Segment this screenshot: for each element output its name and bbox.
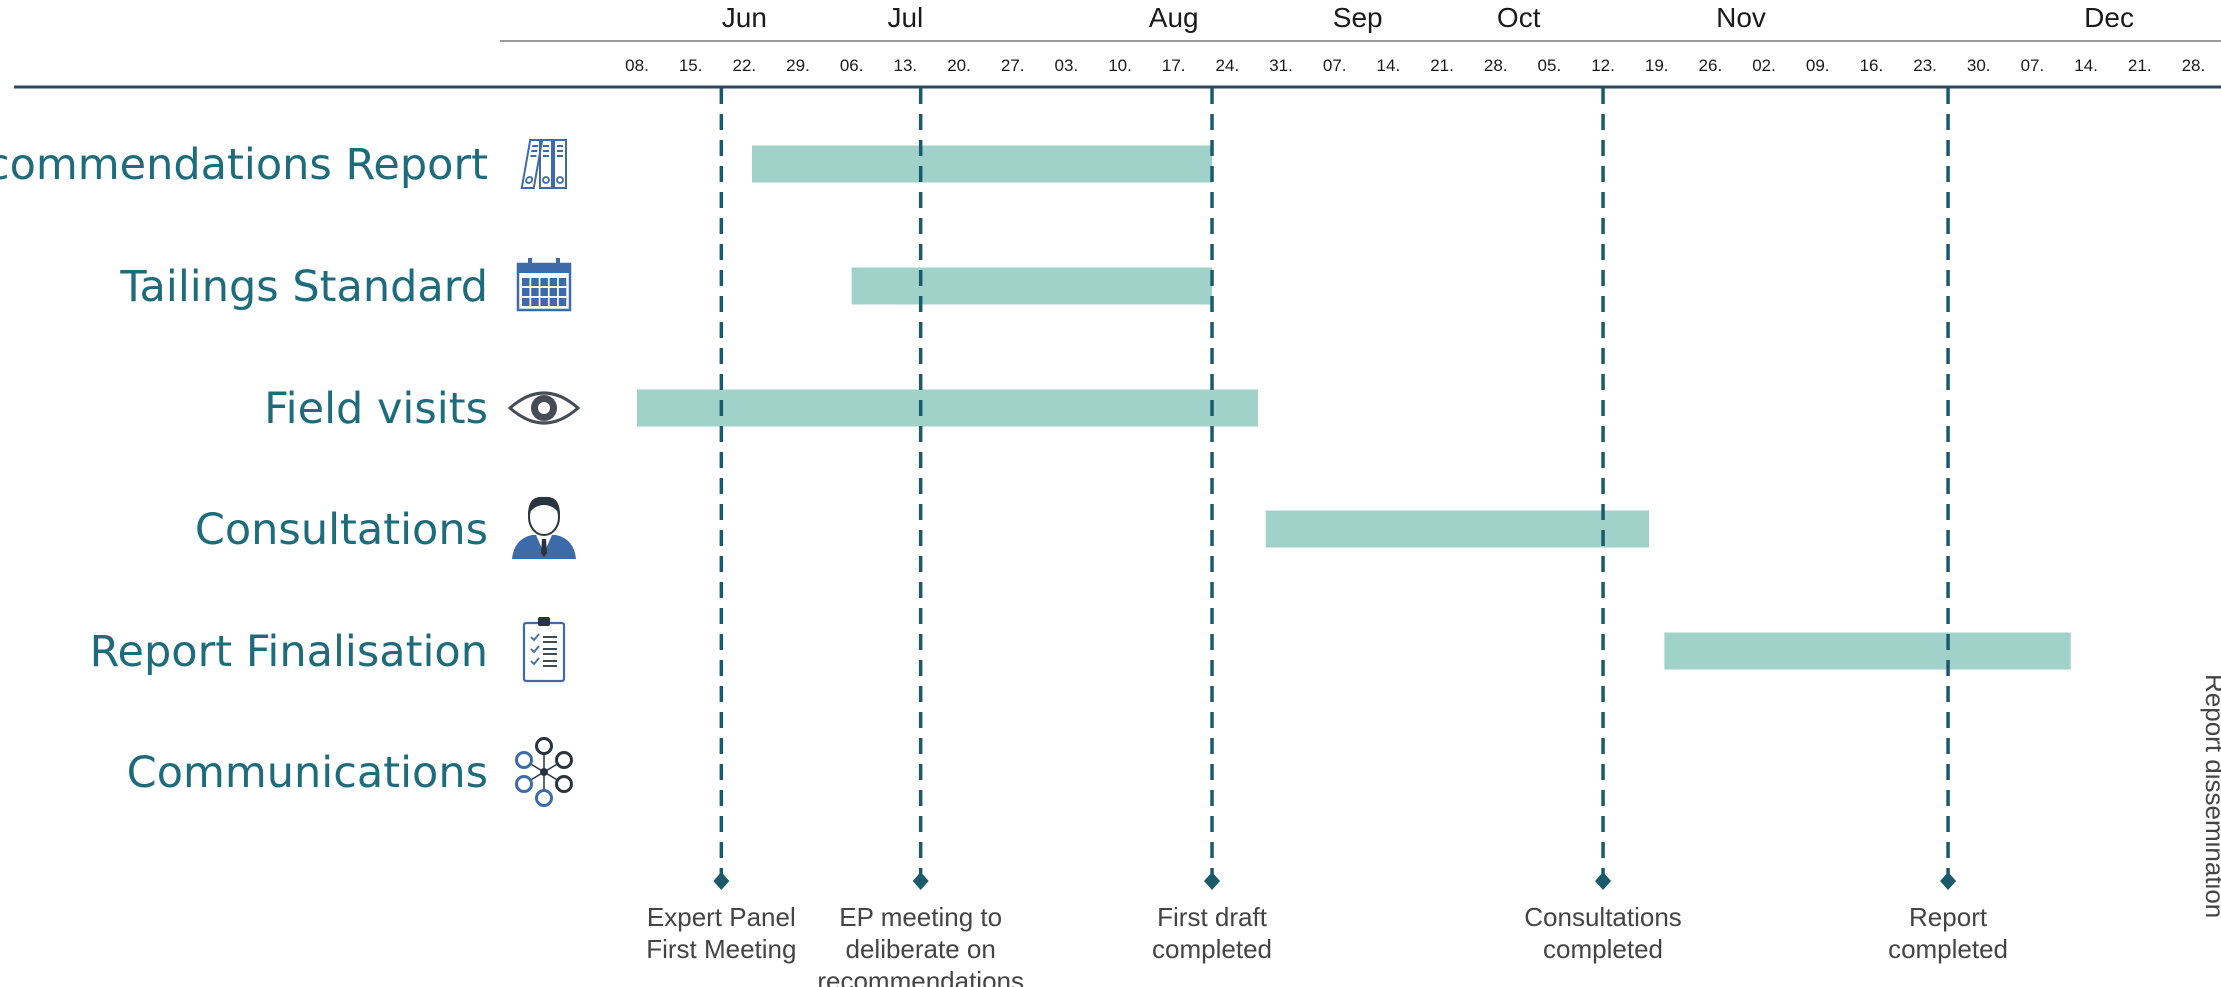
task-bar (1664, 632, 2071, 670)
milestone-label: First Meeting (646, 934, 796, 964)
task-bar (851, 267, 1213, 305)
week-tick-label: 20. (947, 56, 971, 75)
milestone-marker (1595, 872, 1612, 890)
week-tick-label: 28. (1484, 56, 1508, 75)
task-label: Recommendations Report (0, 140, 488, 190)
week-tick-label: 28. (2182, 56, 2206, 75)
week-tick-label: 10. (1108, 56, 1132, 75)
week-tick-label: 22. (733, 56, 757, 75)
milestone-label: First draft (1157, 902, 1268, 932)
week-tick-label: 30. (1967, 56, 1991, 75)
week-tick-label: 02. (1752, 56, 1776, 75)
milestone-label: deliberate on (846, 934, 996, 964)
task-bar (752, 145, 1213, 183)
clipboard-checklist-icon (522, 617, 566, 683)
milestone-marker (713, 872, 730, 890)
milestone-label: completed (1888, 934, 2008, 964)
month-label: Oct (1497, 2, 1541, 33)
week-tick-label: 07. (1323, 56, 1347, 75)
week-tick-label: 07. (2021, 56, 2045, 75)
week-tick-label: 13. (894, 56, 918, 75)
milestone-label: completed (1152, 934, 1272, 964)
week-tick-label: 26. (1699, 56, 1723, 75)
task-label: Consultations (195, 505, 488, 555)
week-tick-label: 06. (840, 56, 864, 75)
week-tick-label: 14. (1377, 56, 1401, 75)
task-label: Tailings Standard (119, 262, 488, 312)
side-label-report-dissemination: Report dissemination (2200, 674, 2221, 918)
task-label: Communications (127, 748, 488, 798)
month-label: Dec (2084, 2, 2134, 33)
week-tick-label: 31. (1269, 56, 1293, 75)
month-label: Jun (722, 2, 767, 33)
person-icon (512, 496, 576, 559)
milestone-label: Consultations (1524, 902, 1682, 932)
milestone-marker (1204, 872, 1221, 890)
milestone-marker (1940, 872, 1957, 890)
week-tick-label: 14. (2074, 56, 2098, 75)
week-tick-label: 09. (1806, 56, 1830, 75)
calendar-icon (516, 258, 572, 312)
task-bar (1265, 510, 1650, 548)
milestone-marker (912, 872, 929, 890)
week-tick-label: 24. (1216, 56, 1240, 75)
week-tick-label: 12. (1591, 56, 1615, 75)
month-label: Jul (887, 2, 923, 33)
eye-icon (507, 391, 581, 425)
month-label: Aug (1149, 2, 1199, 33)
milestone-label: Report (1909, 902, 1988, 932)
week-tick-label: 05. (1538, 56, 1562, 75)
month-label: Sep (1333, 2, 1383, 33)
week-tick-label: 29. (786, 56, 810, 75)
week-tick-label: 27. (1001, 56, 1025, 75)
week-tick-label: 21. (2128, 56, 2152, 75)
week-tick-label: 17. (1162, 56, 1186, 75)
milestone-label: EP meeting to (839, 902, 1002, 932)
week-tick-label: 03. (1055, 56, 1079, 75)
week-tick-label: 16. (1860, 56, 1884, 75)
binders-icon (520, 139, 567, 189)
week-tick-label: 08. (625, 56, 649, 75)
week-tick-label: 23. (1913, 56, 1937, 75)
milestone-label: completed (1543, 934, 1663, 964)
milestone-label: recommendations (817, 966, 1024, 987)
task-label: Report Finalisation (90, 627, 488, 677)
milestone-label: Expert Panel (647, 902, 796, 932)
week-tick-label: 19. (1645, 56, 1669, 75)
month-label: Nov (1716, 2, 1766, 33)
week-tick-label: 21. (1430, 56, 1454, 75)
task-label: Field visits (264, 384, 488, 434)
task-bar (637, 389, 1259, 427)
network-icon (515, 737, 573, 807)
week-tick-label: 15. (679, 56, 703, 75)
